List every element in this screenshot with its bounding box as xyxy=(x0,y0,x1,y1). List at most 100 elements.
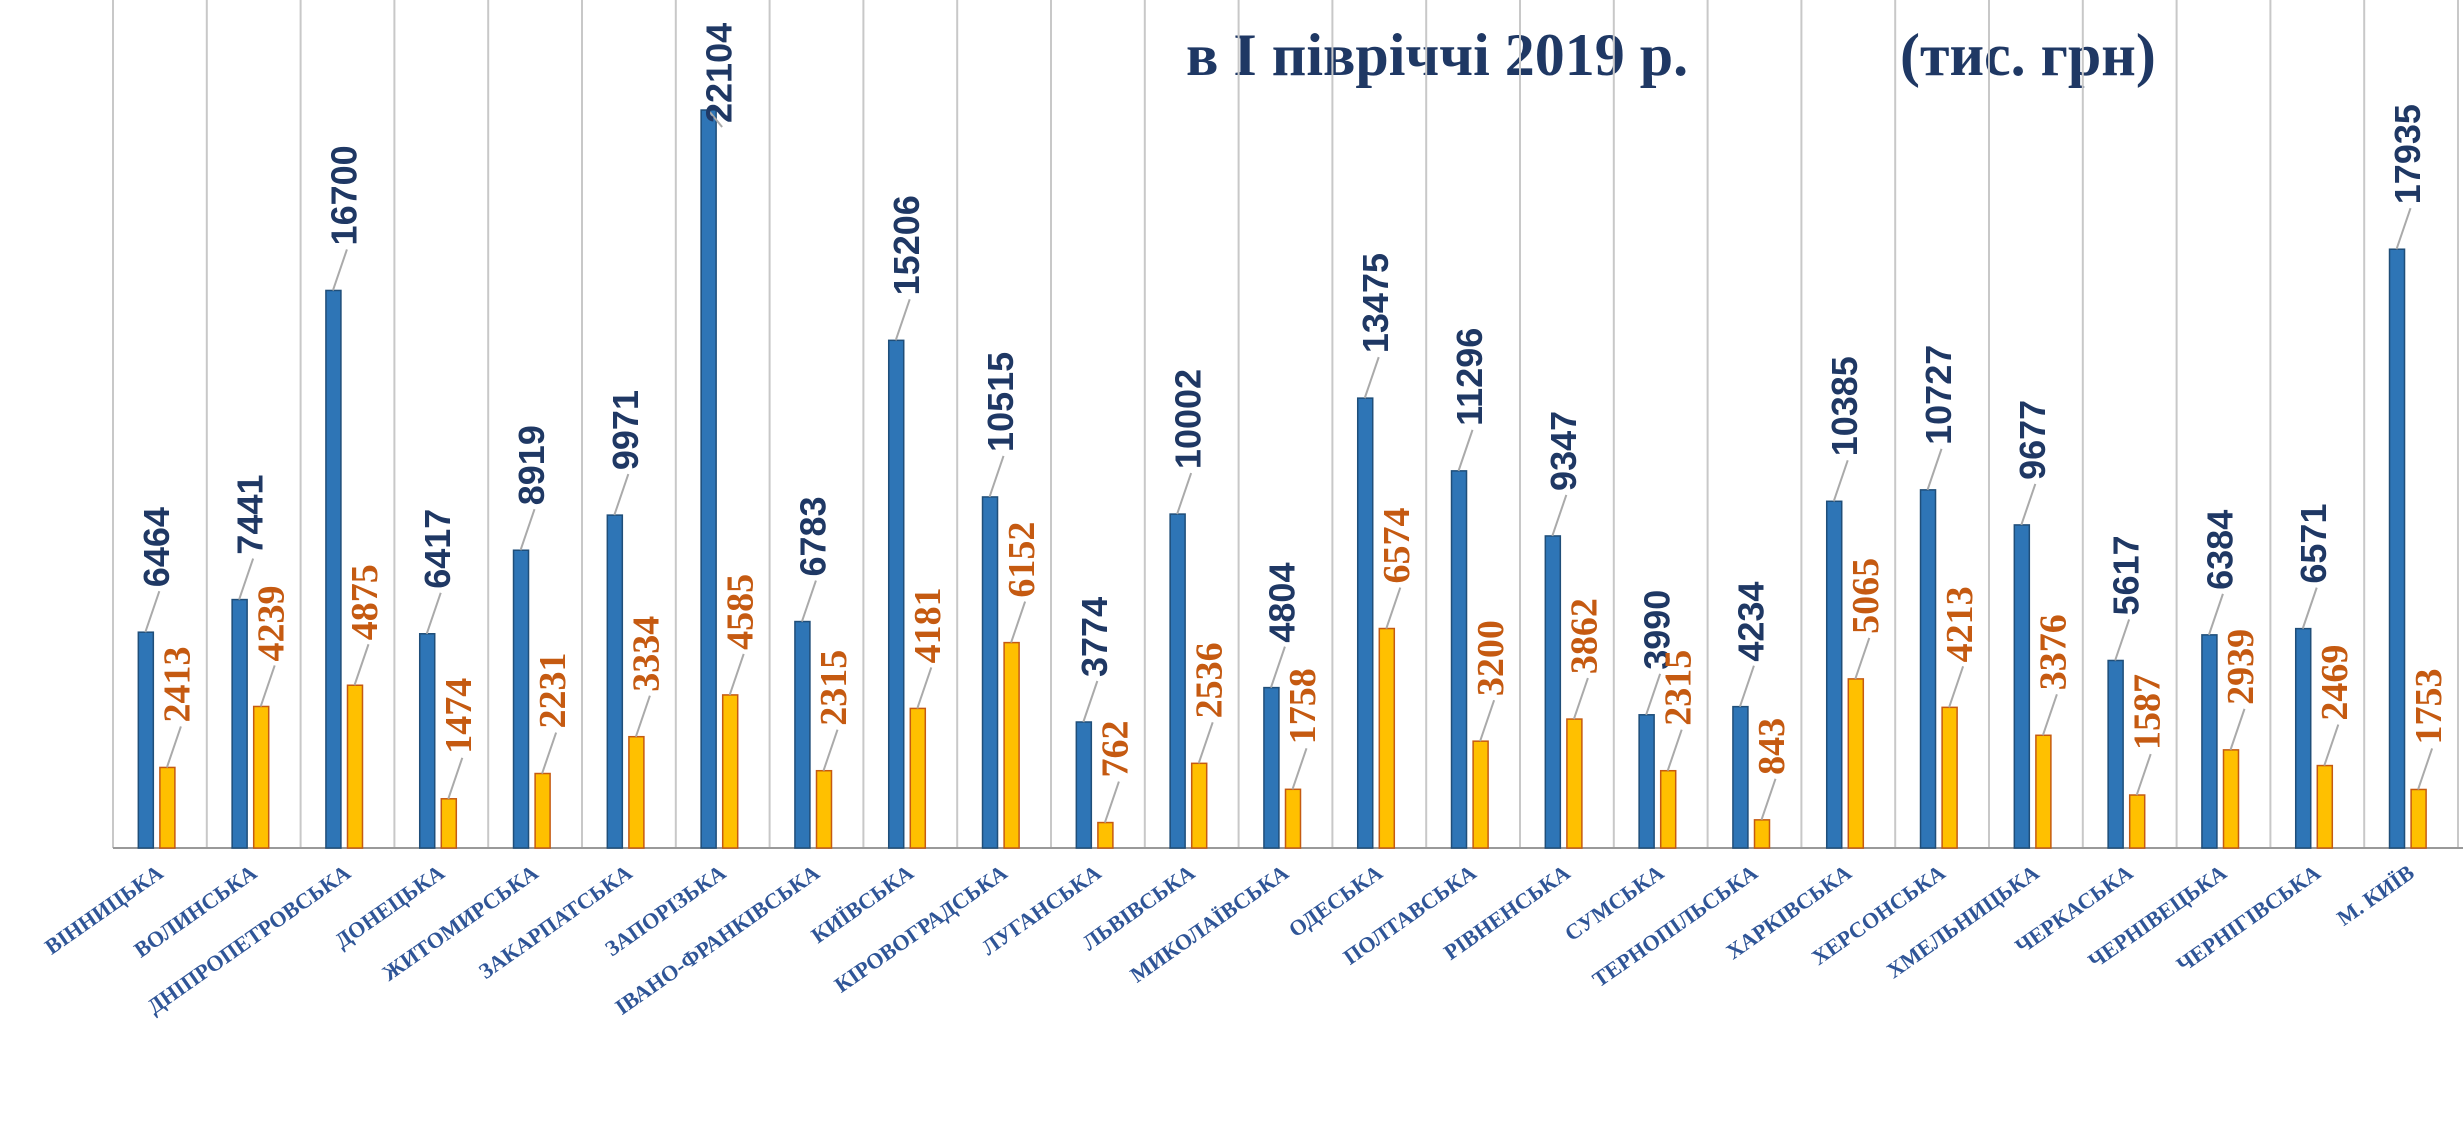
data-label: 6417 xyxy=(417,509,458,589)
leader-line xyxy=(1010,601,1027,643)
bar xyxy=(1941,706,1958,849)
leader-line xyxy=(144,590,161,633)
x-tick-label: ЗАКАРПАТСЬКА xyxy=(474,860,637,984)
data-label: 22104 xyxy=(699,23,740,123)
data-label: 843 xyxy=(1751,718,1793,775)
data-label: 3334 xyxy=(626,616,668,692)
data-label: 4239 xyxy=(250,585,292,661)
bar xyxy=(700,109,717,849)
data-label: 10385 xyxy=(1824,356,1865,456)
bar xyxy=(1356,397,1374,849)
data-label: 1758 xyxy=(1282,668,1324,744)
leader-line xyxy=(425,592,442,635)
bar xyxy=(1190,762,1208,849)
leader-line xyxy=(1082,680,1099,723)
x-tick-label: КІРОВОГРАДСЬКА xyxy=(830,860,1012,998)
bar xyxy=(2013,524,2031,849)
x-tick-label: М. КИЇВ xyxy=(2332,859,2419,930)
bar xyxy=(252,705,270,849)
data-label: 1753 xyxy=(2408,668,2450,744)
leader-line xyxy=(1197,722,1214,764)
bar xyxy=(440,798,458,849)
data-label: 16700 xyxy=(323,145,364,245)
chart-subtitle: (тис. грн) xyxy=(1900,22,2156,88)
leader-line xyxy=(1832,459,1849,502)
leader-line xyxy=(1363,356,1380,399)
data-label: 3990 xyxy=(1637,590,1678,670)
data-label: 10002 xyxy=(1168,369,1209,469)
bar xyxy=(1075,721,1093,849)
bar xyxy=(346,684,364,849)
leader-line xyxy=(916,667,933,709)
leader-line xyxy=(1291,747,1308,790)
bar xyxy=(1825,500,1843,849)
data-label: 4234 xyxy=(1730,582,1771,662)
data-label: 10515 xyxy=(980,352,1021,452)
leader-line xyxy=(165,726,182,768)
leader-line xyxy=(634,695,651,738)
leader-line xyxy=(2041,693,2058,736)
x-tick-label: ТЕРНОПІЛЬСЬКА xyxy=(1588,860,1762,993)
leader-line xyxy=(2020,483,2037,526)
data-label: 6574 xyxy=(1376,508,1418,584)
bar xyxy=(418,633,436,849)
bar xyxy=(325,289,342,849)
leader-line xyxy=(1760,778,1777,821)
bar xyxy=(794,620,811,849)
data-label: 6464 xyxy=(136,507,177,587)
data-label: 6783 xyxy=(792,496,833,576)
data-label: 1587 xyxy=(2126,674,2168,750)
leader-line xyxy=(447,757,464,800)
data-label: 9677 xyxy=(2012,400,2053,480)
data-label: 2939 xyxy=(2220,629,2262,705)
bar xyxy=(2128,794,2146,849)
leader-line xyxy=(1551,494,1568,537)
bar xyxy=(1638,714,1655,849)
bar xyxy=(2294,627,2312,849)
leader-line xyxy=(1854,637,1871,680)
data-label: 9347 xyxy=(1543,411,1584,491)
bar xyxy=(1169,513,1186,849)
data-label: 3862 xyxy=(1564,598,1606,674)
data-label: 2469 xyxy=(2314,645,2356,721)
leader-line xyxy=(822,729,839,772)
bar xyxy=(534,772,551,849)
leader-line xyxy=(2395,207,2412,250)
leader-line xyxy=(1103,781,1120,823)
leader-line xyxy=(2301,587,2318,629)
data-label: 762 xyxy=(1095,721,1137,778)
data-label: 2231 xyxy=(532,653,574,729)
bar xyxy=(1847,678,1865,849)
leader-line xyxy=(1269,646,1286,688)
leader-line xyxy=(707,109,723,128)
chart-title: в І півріччі 2019 р. xyxy=(1186,22,1688,88)
bar xyxy=(1919,489,1937,849)
bar xyxy=(1566,718,1583,849)
bar xyxy=(628,735,645,849)
bar xyxy=(1472,740,1489,849)
x-tick-label: ЖИТОМИРСЬКА xyxy=(377,860,542,986)
bar xyxy=(606,514,624,849)
bar xyxy=(512,549,530,849)
data-label: 5617 xyxy=(2106,535,2147,615)
bar xyxy=(1732,705,1749,849)
leader-line xyxy=(1176,472,1193,515)
bar xyxy=(2222,749,2240,849)
data-label: 9971 xyxy=(605,390,646,470)
bar xyxy=(2388,248,2406,849)
leader-line xyxy=(1645,673,1662,716)
bar xyxy=(1003,641,1020,849)
data-label: 4181 xyxy=(907,587,949,663)
bar xyxy=(1263,686,1280,849)
bar xyxy=(231,598,248,849)
leader-line xyxy=(519,508,536,551)
leader-line xyxy=(894,299,911,341)
data-label: 4585 xyxy=(719,574,761,650)
leader-line xyxy=(1457,429,1474,472)
leader-line xyxy=(728,653,745,696)
data-label: 7441 xyxy=(230,474,271,554)
data-label: 4875 xyxy=(344,564,386,640)
bar xyxy=(981,496,999,849)
bar xyxy=(1284,788,1302,849)
data-label: 4804 xyxy=(1261,563,1302,643)
